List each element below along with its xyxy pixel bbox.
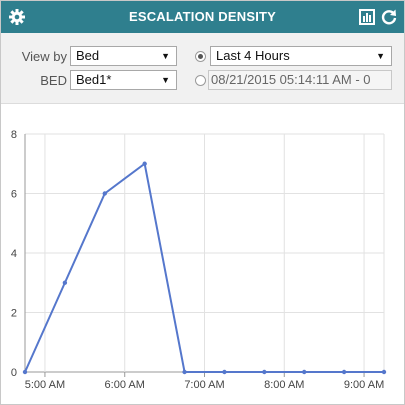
x-tick-label: 9:00 AM (344, 379, 384, 391)
line-chart: 0 2 4 6 8 5:00 AM 6:00 AM 7:00 AM 8:00 AM 9:00 A… (11, 129, 387, 391)
data-point (62, 280, 68, 285)
view-by-value: Bed (76, 48, 100, 63)
chevron-down-icon: ▼ (161, 75, 170, 85)
refresh-icon[interactable] (380, 8, 398, 26)
data-point (262, 369, 267, 375)
y-tick-label: 8 (11, 129, 17, 141)
data-point (341, 369, 347, 375)
bed-label: BED (40, 73, 67, 88)
time-range-select[interactable]: Last 4 Hours ▼ (210, 46, 392, 66)
data-point (102, 191, 107, 196)
y-tick-label: 6 (11, 189, 17, 201)
range-radio[interactable] (195, 51, 206, 62)
time-range-value: Last 4 Hours (216, 48, 290, 63)
x-tick-label: 8:00 AM (264, 379, 304, 391)
data-point (22, 369, 28, 375)
gear-icon[interactable] (8, 8, 26, 26)
series-line (24, 161, 384, 373)
widget-title: ESCALATION DENSITY (128, 9, 277, 24)
y-tick-label: 0 (11, 367, 17, 379)
column-chooser-icon[interactable] (358, 8, 376, 26)
data-point (381, 369, 387, 375)
view-by-select[interactable]: Bed ▼ (70, 46, 177, 66)
chart-grid (24, 133, 385, 377)
date-range-field[interactable]: 08/21/2015 05:14:11 AM - 0 (208, 70, 392, 90)
x-tick-label: 5:00 AM (25, 379, 65, 391)
data-point (302, 369, 307, 375)
chevron-down-icon: ▼ (376, 51, 385, 61)
filter-controls: View by Bed ▼ BED Bed1* ▼ Last 4 Hours ▼… (1, 33, 404, 104)
data-point (182, 369, 187, 375)
widget-header: ESCALATION DENSITY (1, 1, 404, 33)
bed-select[interactable]: Bed1* ▼ (70, 70, 177, 90)
x-tick-label: 6:00 AM (105, 379, 145, 391)
x-axis-ticks: 5:00 AM 6:00 AM 7:00 AM 8:00 AM 9:00 AM (25, 379, 384, 391)
y-tick-label: 4 (11, 248, 17, 260)
chevron-down-icon: ▼ (161, 51, 170, 61)
data-point (222, 369, 227, 375)
view-by-label: View by (21, 49, 67, 64)
y-axis-ticks: 0 2 4 6 8 (11, 129, 17, 379)
data-point (142, 161, 147, 166)
y-tick-label: 2 (11, 308, 17, 320)
chart-series (22, 161, 387, 375)
bed-value: Bed1* (76, 72, 112, 87)
date-radio[interactable] (195, 75, 206, 86)
x-tick-label: 7:00 AM (184, 379, 224, 391)
